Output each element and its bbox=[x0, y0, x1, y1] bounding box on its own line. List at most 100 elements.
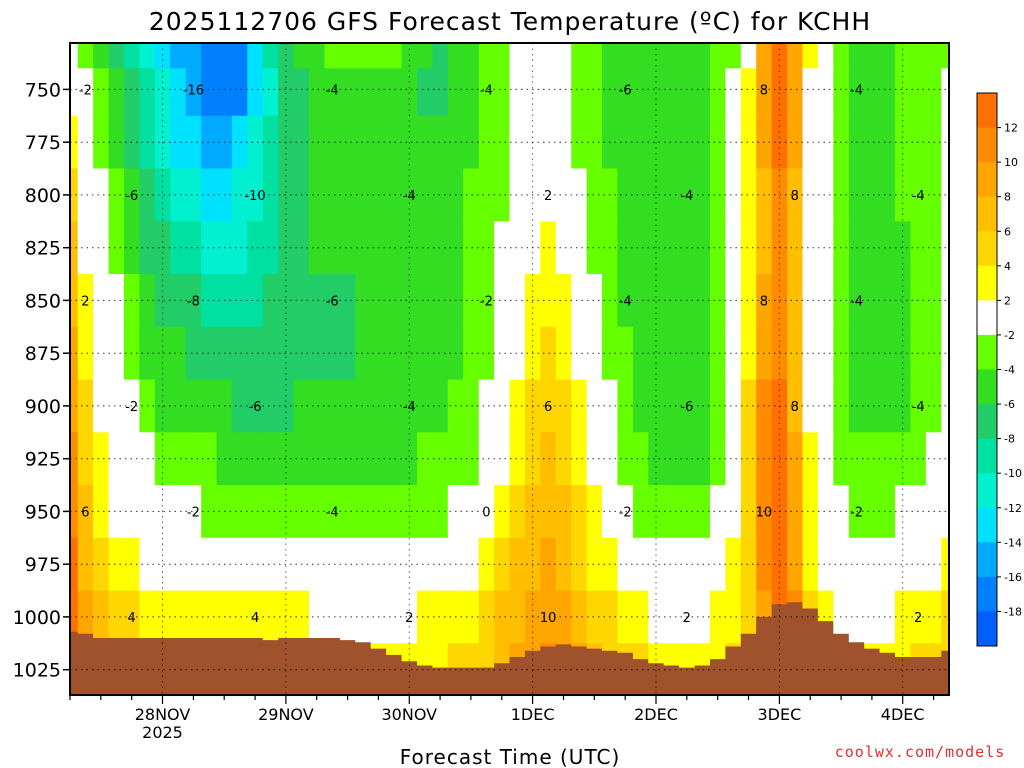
temp-cell bbox=[586, 432, 603, 486]
contour-label: 4 bbox=[251, 611, 259, 626]
temp-cell bbox=[70, 326, 79, 381]
temp-cell bbox=[324, 43, 341, 69]
y-tick-label: 750 bbox=[25, 79, 61, 101]
temp-cell bbox=[77, 221, 94, 275]
temp-cell bbox=[386, 432, 403, 486]
temp-cell bbox=[725, 590, 742, 644]
temp-cell bbox=[262, 168, 279, 222]
temp-cell bbox=[77, 326, 94, 381]
temp-cell bbox=[617, 537, 634, 592]
temp-cell bbox=[216, 43, 233, 69]
colorbar-segment bbox=[977, 127, 997, 163]
temp-cell bbox=[108, 590, 125, 644]
temp-cell bbox=[524, 43, 541, 69]
temp-cell bbox=[571, 43, 588, 69]
temp-cell bbox=[864, 274, 881, 328]
colorbar-segment bbox=[977, 231, 997, 267]
temp-cell bbox=[617, 432, 634, 486]
temp-cell bbox=[817, 432, 834, 486]
contour-label: 0 bbox=[482, 505, 490, 520]
temp-cell bbox=[864, 43, 881, 69]
temp-cell bbox=[355, 68, 372, 117]
temp-cell bbox=[463, 537, 480, 592]
temp-cell bbox=[864, 168, 881, 222]
contour-label: -10 bbox=[244, 189, 265, 204]
temp-cell bbox=[309, 115, 325, 170]
temp-cell bbox=[262, 68, 279, 117]
temp-cell bbox=[787, 274, 804, 328]
temp-cell bbox=[139, 43, 156, 69]
temp-cell bbox=[432, 168, 449, 222]
temp-cell bbox=[648, 274, 665, 328]
temp-cell bbox=[494, 115, 511, 170]
temp-cell bbox=[540, 68, 557, 117]
temp-cell bbox=[70, 432, 79, 486]
temp-cell bbox=[170, 590, 187, 644]
colorbar-tick-label: -10 bbox=[1004, 467, 1022, 480]
temp-cell bbox=[401, 68, 418, 117]
temp-cell bbox=[70, 43, 79, 69]
temp-cell bbox=[293, 43, 310, 69]
credit-text: coolwx.com/models bbox=[835, 743, 1006, 761]
contour-label: -8 bbox=[187, 294, 200, 309]
temp-cell bbox=[386, 68, 403, 117]
temp-cell bbox=[324, 379, 341, 433]
temp-cell bbox=[555, 485, 572, 539]
temp-cell bbox=[864, 485, 881, 539]
contour-label: -4 bbox=[912, 189, 925, 204]
contour-label: 6 bbox=[81, 505, 89, 520]
temp-cell bbox=[401, 590, 418, 644]
temp-cell bbox=[93, 68, 110, 117]
temp-cell bbox=[447, 43, 464, 69]
temp-cell bbox=[895, 537, 911, 592]
temp-cell bbox=[339, 537, 356, 592]
temp-cell bbox=[802, 326, 819, 381]
temp-cell bbox=[710, 115, 726, 170]
contour-labels: -2 -16 -4 -4 -6 8 -4 -6 -10 -4 2 -4 8 -4 2 -8 -6 -2 -4 8 -4 -… bbox=[79, 83, 925, 626]
temp-cell bbox=[494, 43, 511, 69]
temp-cell bbox=[663, 537, 680, 592]
y-tick-label: 850 bbox=[25, 290, 61, 312]
temp-cell bbox=[895, 68, 911, 117]
plot-frame bbox=[69, 42, 950, 696]
temp-cell bbox=[463, 274, 480, 328]
x-tick-label: 30NOV bbox=[382, 705, 438, 724]
colorbar-tick-label: -16 bbox=[1004, 571, 1022, 584]
temp-cell bbox=[895, 168, 911, 222]
temp-cell bbox=[879, 43, 896, 69]
temp-cell bbox=[787, 115, 804, 170]
temp-cell bbox=[447, 68, 464, 117]
temp-cell bbox=[201, 485, 218, 539]
temp-cell bbox=[648, 168, 665, 222]
y-tick-label: 925 bbox=[25, 449, 61, 471]
temp-cell bbox=[124, 68, 140, 117]
temp-cell bbox=[432, 379, 449, 433]
temp-cell bbox=[710, 537, 726, 592]
temp-cell bbox=[77, 115, 94, 170]
temp-cell bbox=[324, 326, 341, 381]
temp-cell bbox=[571, 68, 588, 117]
temp-cell bbox=[555, 379, 572, 433]
temp-cell bbox=[617, 168, 634, 222]
temp-cell bbox=[108, 485, 125, 539]
temp-cell bbox=[154, 590, 171, 644]
temp-cell bbox=[93, 537, 110, 592]
temp-cell bbox=[401, 326, 418, 381]
contour-label: 4 bbox=[128, 611, 136, 626]
temp-cell bbox=[740, 485, 757, 539]
contour-label: -2 bbox=[79, 83, 92, 98]
temp-cell bbox=[478, 68, 495, 117]
temp-cell bbox=[494, 379, 511, 433]
temp-cell bbox=[787, 379, 804, 433]
temp-cell bbox=[463, 68, 480, 117]
temp-cell bbox=[802, 432, 819, 486]
temp-cell bbox=[309, 485, 325, 539]
temp-cell bbox=[339, 326, 356, 381]
temp-cell bbox=[401, 432, 418, 486]
temp-cell bbox=[386, 168, 403, 222]
temp-cell bbox=[663, 379, 680, 433]
temp-cell bbox=[324, 537, 341, 592]
temp-cell bbox=[463, 221, 480, 275]
temp-cell bbox=[571, 432, 588, 486]
temp-cell bbox=[586, 326, 603, 381]
